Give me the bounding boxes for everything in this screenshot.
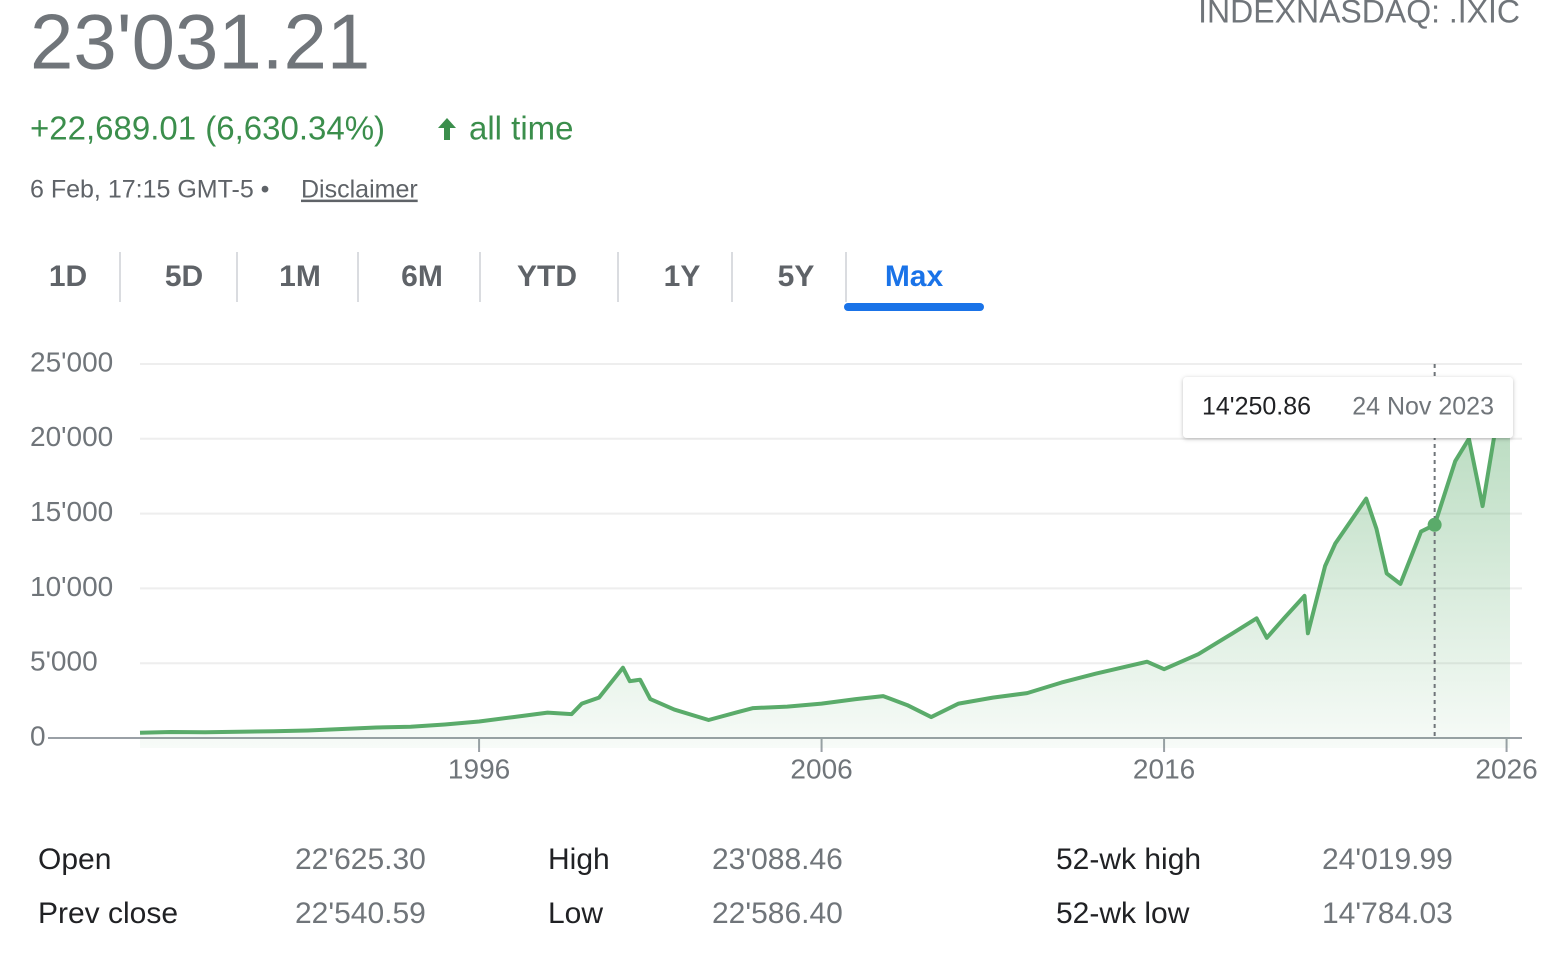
x-tick-label: 2016 bbox=[1133, 753, 1195, 784]
tooltip-value: 14'250.86 bbox=[1202, 393, 1311, 421]
stat-value: 14'784.03 bbox=[1322, 897, 1453, 930]
stat-value: 22'625.30 bbox=[295, 843, 426, 876]
price: 23'031.21 bbox=[30, 0, 370, 86]
timestamp: 6 Feb, 17:15 GMT-5 • bbox=[30, 176, 269, 204]
range-tab[interactable]: 1D bbox=[49, 260, 87, 293]
price-line bbox=[139, 392, 1512, 735]
active-tab-indicator bbox=[844, 303, 984, 311]
range-tab[interactable]: 1Y bbox=[664, 260, 701, 293]
range-tab[interactable]: 5D bbox=[165, 260, 203, 293]
x-tick-label: 2006 bbox=[790, 753, 852, 784]
tooltip-box bbox=[1183, 377, 1513, 438]
stat-label: High bbox=[548, 843, 610, 876]
area-fill bbox=[140, 393, 1510, 748]
y-tick-label: 15'000 bbox=[30, 496, 113, 527]
stat-label: 52-wk high bbox=[1056, 843, 1201, 876]
x-tick-label: 2026 bbox=[1475, 753, 1537, 784]
stat-label: Low bbox=[548, 897, 603, 930]
up-arrow bbox=[438, 118, 456, 140]
y-tick-label: 0 bbox=[30, 720, 46, 751]
stat-value: 22'586.40 bbox=[712, 897, 843, 930]
range-tab[interactable]: 1M bbox=[279, 260, 321, 293]
stat-value: 24'019.99 bbox=[1322, 843, 1453, 876]
y-tick-label: 5'000 bbox=[30, 646, 98, 677]
period: all time bbox=[469, 110, 574, 147]
disclaimer-link[interactable]: Disclaimer bbox=[301, 176, 418, 204]
stat-label: Prev close bbox=[38, 897, 178, 930]
range-tab[interactable]: YTD bbox=[517, 260, 577, 293]
hover-point bbox=[1427, 517, 1442, 532]
stat-label: 52-wk low bbox=[1056, 897, 1190, 930]
y-tick-label: 10'000 bbox=[30, 571, 113, 602]
stat-value: 22'540.59 bbox=[295, 897, 426, 930]
range-tab[interactable]: 6M bbox=[401, 260, 443, 293]
y-tick-label: 25'000 bbox=[30, 346, 113, 377]
range-tab[interactable]: Max bbox=[885, 260, 944, 293]
stat-value: 23'088.46 bbox=[712, 843, 843, 876]
stat-label: Open bbox=[38, 843, 111, 876]
x-tick-label: 1996 bbox=[448, 753, 510, 784]
ticker: INDEXNASDAQ: .IXIC bbox=[1198, 0, 1520, 29]
tooltip-date: 24 Nov 2023 bbox=[1352, 393, 1494, 421]
change: +22,689.01 (6,630.34%) bbox=[30, 110, 385, 147]
y-tick-label: 20'000 bbox=[30, 421, 113, 452]
range-tab[interactable]: 5Y bbox=[778, 260, 815, 293]
